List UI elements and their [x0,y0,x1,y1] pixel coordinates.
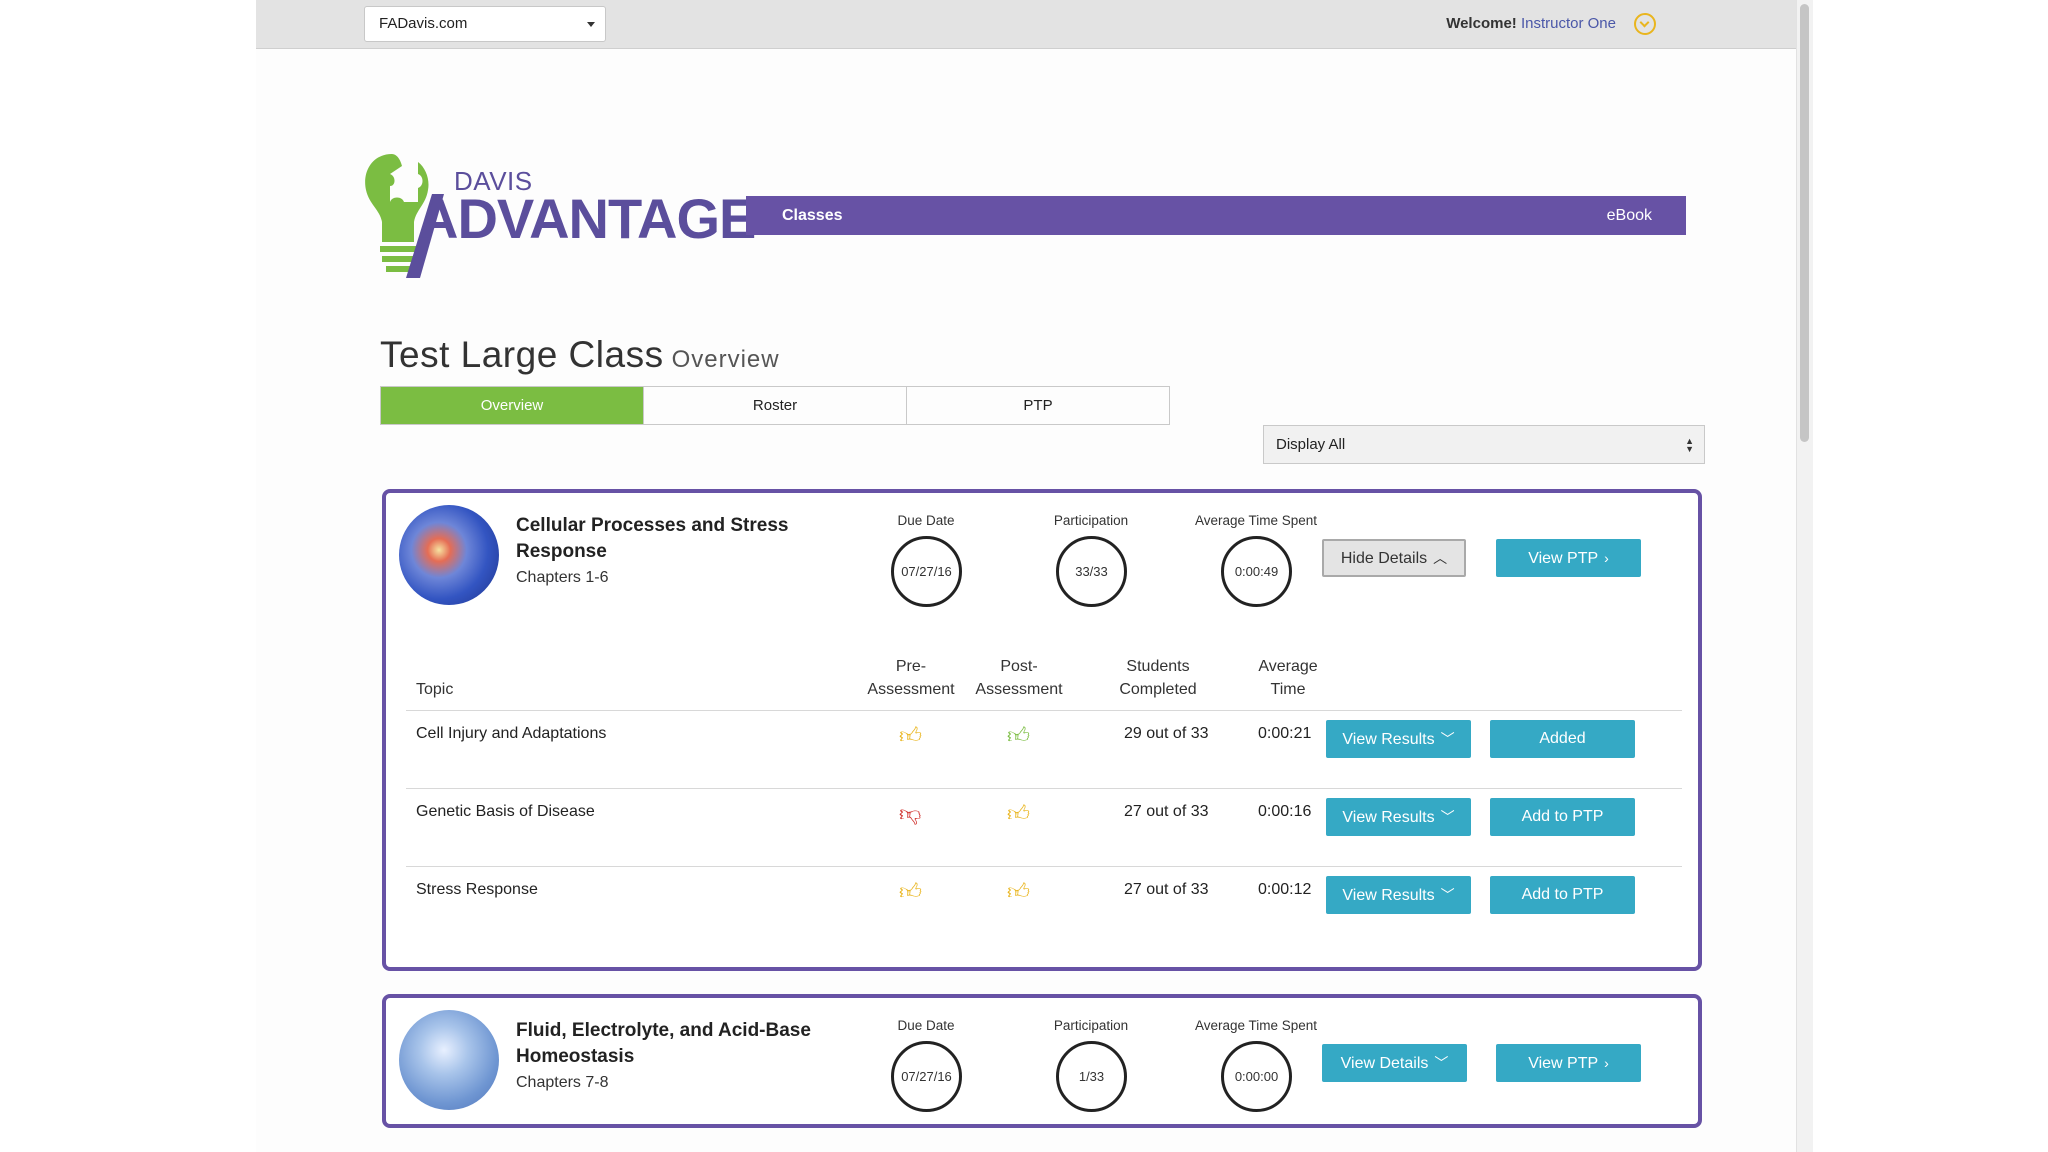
view-ptp-label: View PTP [1528,1055,1599,1072]
main-nav: Classes eBook [746,196,1686,235]
logo-davis-text: DAVIS [454,166,533,196]
row-divider [406,866,1682,867]
participation-label: Participation [1053,1018,1129,1033]
thumbs-up-icon: 👍︎ [899,723,922,748]
topic-name: Stress Response [416,881,538,898]
col-header-pre-assessment: Pre- Assessment [867,658,955,698]
col-header-post-assessment: Post- Assessment [975,658,1063,698]
site-select-value: FADavis.com [379,15,468,32]
avg-time-label: Average Time Spent [1194,1018,1318,1033]
nav-classes[interactable]: Classes [782,207,843,224]
user-menu-icon[interactable] [1634,13,1656,35]
user-name-link[interactable]: Instructor One [1520,15,1616,32]
add-to-ptp-button[interactable]: Add to PTP [1490,876,1635,914]
nav-ebook[interactable]: eBook [1606,207,1652,224]
table-divider [406,710,1682,711]
unit-title: Cellular Processes and Stress Response [516,515,789,562]
app-window: FADavis.com Welcome! Instructor One DAVI… [256,0,1796,1152]
chevron-right-icon: › [1604,1055,1609,1071]
scrollbar-thumb[interactable] [1800,4,1809,442]
due-date-label: Due Date [897,513,955,528]
participation-circle: 1/33 [1056,1041,1127,1112]
page-scrollbar[interactable] [1796,0,1813,1152]
welcome-label: Welcome! [1446,15,1517,32]
view-results-label: View Results [1342,887,1435,904]
unit-title: Fluid, Electrolyte, and Acid-Base Homeos… [516,1020,811,1067]
chevron-down-icon: ﹀ [1434,1055,1449,1071]
thumbs-down-icon: 👎︎ [899,801,922,826]
davis-advantage-logo: DAVIS ADVANTAGE [362,146,756,281]
col-header-students-completed: Students Completed [1119,658,1197,698]
due-date-label: Due Date [897,1018,955,1033]
avg-time-circle: 0:00:49 [1221,536,1292,607]
average-time: 0:00:21 [1258,725,1312,742]
lightbulb-puzzle-icon [365,154,444,278]
unit-card: Cellular Processes and Stress Response C… [382,489,1702,971]
students-completed: 27 out of 33 [1124,803,1209,820]
hide-details-button[interactable]: Hide Details ︿ [1322,539,1466,577]
avg-time-circle: 0:00:00 [1221,1041,1292,1112]
view-results-label: View Results [1342,809,1435,826]
hide-details-label: Hide Details [1340,550,1428,567]
class-name: Test Large Class [380,334,664,375]
tab-roster[interactable]: Roster [644,387,907,424]
students-completed: 27 out of 33 [1124,881,1209,898]
display-filter-value: Display All [1276,436,1346,453]
due-date-circle: 07/27/16 [891,1041,962,1112]
chevron-up-icon: ︿ [1433,550,1448,566]
unit-card: Fluid, Electrolyte, and Acid-Base Homeos… [382,994,1702,1128]
page-title: Test Large Class Overview [380,334,780,376]
topic-name: Genetic Basis of Disease [416,803,595,820]
unit-chapters: Chapters 7-8 [516,1074,609,1091]
unit-thumbnail [399,1010,499,1110]
tab-overview[interactable]: Overview [381,387,644,424]
thumbs-up-icon: 👍︎ [1007,723,1030,748]
welcome-text: Welcome! Instructor One [1446,15,1616,32]
row-divider [406,788,1682,789]
students-completed: 29 out of 33 [1124,725,1209,742]
add-to-ptp-button[interactable]: Add to PTP [1490,798,1635,836]
view-ptp-button[interactable]: View PTP › [1496,1044,1641,1082]
view-details-label: View Details [1340,1055,1429,1072]
display-filter-select[interactable]: Display All ▲ ▼ [1263,425,1705,464]
avg-time-label: Average Time Spent [1194,513,1318,528]
chevron-down-icon [587,22,595,27]
average-time: 0:00:12 [1258,881,1312,898]
view-results-button[interactable]: View Results ﹀ [1326,798,1471,836]
unit-thumbnail [399,505,499,605]
class-tabs: Overview Roster PTP [380,386,1170,425]
view-results-button[interactable]: View Results ﹀ [1326,876,1471,914]
thumbs-up-icon: 👍︎ [1007,801,1030,826]
thumbs-up-icon: 👍︎ [899,879,922,904]
page-subtitle: Overview [671,346,780,373]
top-bar: FADavis.com Welcome! Instructor One [256,0,1796,49]
chevron-right-icon: › [1604,550,1609,566]
col-header-topic: Topic [416,681,454,698]
tab-ptp[interactable]: PTP [1023,397,1053,414]
unit-chapters: Chapters 1-6 [516,569,609,586]
thumbs-up-icon: 👍︎ [1007,879,1030,904]
view-ptp-button[interactable]: View PTP › [1496,539,1641,577]
participation-label: Participation [1053,513,1129,528]
select-arrows-icon: ▲ ▼ [1685,436,1694,454]
view-details-button[interactable]: View Details ﹀ [1322,1044,1467,1082]
added-button[interactable]: Added [1490,720,1635,758]
due-date-circle: 07/27/16 [891,536,962,607]
view-results-button[interactable]: View Results ﹀ [1326,720,1471,758]
col-header-average-time: Average Time [1258,658,1318,698]
site-select[interactable]: FADavis.com [364,6,606,42]
chevron-down-icon: ﹀ [1440,887,1455,903]
chevron-down-icon: ﹀ [1440,731,1455,747]
participation-circle: 33/33 [1056,536,1127,607]
logo-advantage-text: ADVANTAGE [418,187,756,250]
view-ptp-label: View PTP [1528,550,1599,567]
chevron-down-icon: ﹀ [1440,809,1455,825]
topic-name: Cell Injury and Adaptations [416,725,607,742]
view-results-label: View Results [1342,731,1435,748]
average-time: 0:00:16 [1258,803,1312,820]
